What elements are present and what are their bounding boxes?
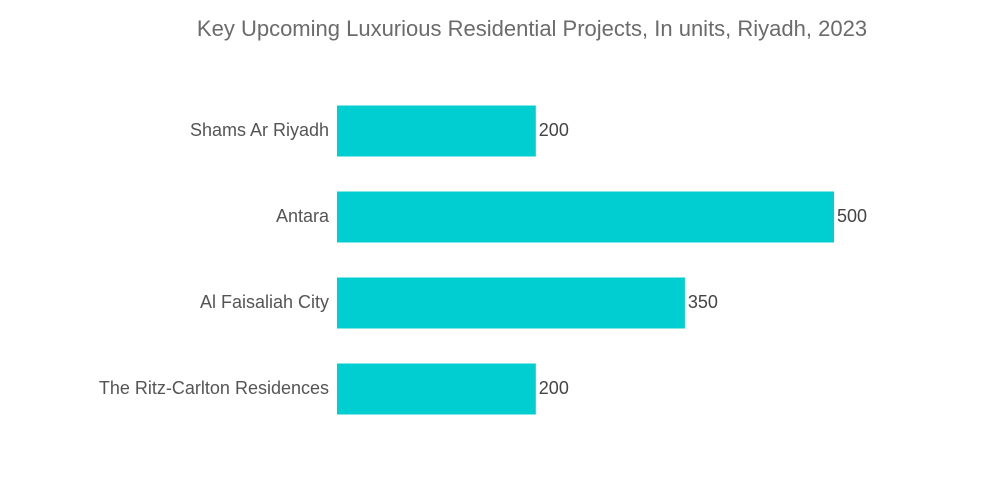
bars-layer <box>337 105 834 415</box>
value-label-antara: 500 <box>837 206 867 226</box>
value-label-al-faisaliah-city: 350 <box>688 292 718 312</box>
bar-shams-ar-riyadh <box>337 105 536 157</box>
category-label-al-faisaliah-city: Al Faisaliah City <box>200 292 329 312</box>
value-label-shams-ar-riyadh: 200 <box>539 120 569 140</box>
bar-the-ritz-carlton-residences <box>337 363 536 415</box>
category-labels: Shams Ar Riyadh Antara Al Faisaliah City Th… <box>99 120 330 398</box>
category-label-the-ritz-carlton-residences: The Ritz-Carlton Residences <box>99 378 329 398</box>
category-label-antara: Antara <box>276 206 330 226</box>
bar-antara <box>337 191 834 243</box>
value-label-the-ritz-carlton-residences: 200 <box>539 378 569 398</box>
bar-al-faisaliah-city <box>337 277 685 329</box>
category-label-shams-ar-riyadh: Shams Ar Riyadh <box>190 120 329 140</box>
value-labels: 200 500 350 200 <box>539 120 867 398</box>
chart-title: Key Upcoming Luxurious Residential Proje… <box>196 16 868 41</box>
